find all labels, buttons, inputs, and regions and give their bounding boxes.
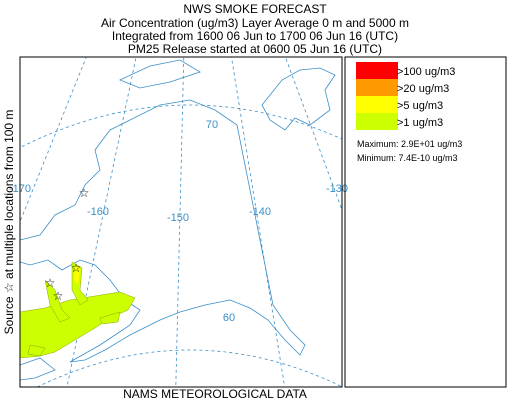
latitude-label: 60 — [223, 312, 235, 324]
maximum: Maximum: 2.9E+01 ug/m3 — [357, 139, 462, 149]
source-label: Source ☆ at multiple locations from 100 … — [2, 110, 16, 335]
legend-frame — [344, 56, 507, 388]
subtitle: Integrated from 1600 06 Jun to 1700 06 J… — [112, 29, 398, 43]
subtitle: Air Concentration (ug/m3) Layer Average … — [101, 16, 409, 30]
minimum: Minimum: 7.4E-10 ug/m3 — [357, 153, 458, 163]
legend-label: >5 ug/m3 — [397, 100, 443, 112]
graticule — [20, 57, 342, 387]
svg-text:☆: ☆ — [53, 289, 64, 303]
legend-swatch — [356, 96, 398, 113]
svg-text:☆: ☆ — [45, 276, 56, 290]
legend-swatch — [356, 79, 398, 96]
legend-label: >1 ug/m3 — [397, 117, 443, 129]
longitude-label: -140 — [249, 206, 271, 218]
map: ☆☆☆☆ -170 -160 -150 -140 -130 70 60 — [9, 56, 348, 388]
smoke-plume — [20, 261, 136, 359]
legend: Maximum: 2.9E+01 ug/m3 Minimum: 7.4E-10 … — [344, 56, 507, 388]
legend-swatch — [356, 113, 398, 130]
svg-text:☆: ☆ — [79, 186, 90, 200]
map-frame — [19, 56, 343, 388]
sources: ☆☆☆☆ — [45, 186, 90, 303]
svg-text:☆: ☆ — [71, 261, 82, 275]
footer: NAMS METEOROLOGICAL DATA — [123, 387, 307, 401]
legend-swatch — [356, 62, 398, 79]
longitude-label: -150 — [167, 212, 189, 224]
subtitle: PM25 Release started at 0600 05 Jun 16 (… — [128, 42, 382, 56]
legend-label: >100 ug/m3 — [397, 66, 455, 78]
coastline — [20, 59, 336, 381]
longitude-label: -130 — [326, 183, 348, 195]
title: NWS SMOKE FORECAST — [183, 2, 327, 16]
legend-label: >20 ug/m3 — [397, 83, 449, 95]
latitude-label: 70 — [206, 119, 218, 131]
longitude-label: -160 — [87, 206, 109, 218]
